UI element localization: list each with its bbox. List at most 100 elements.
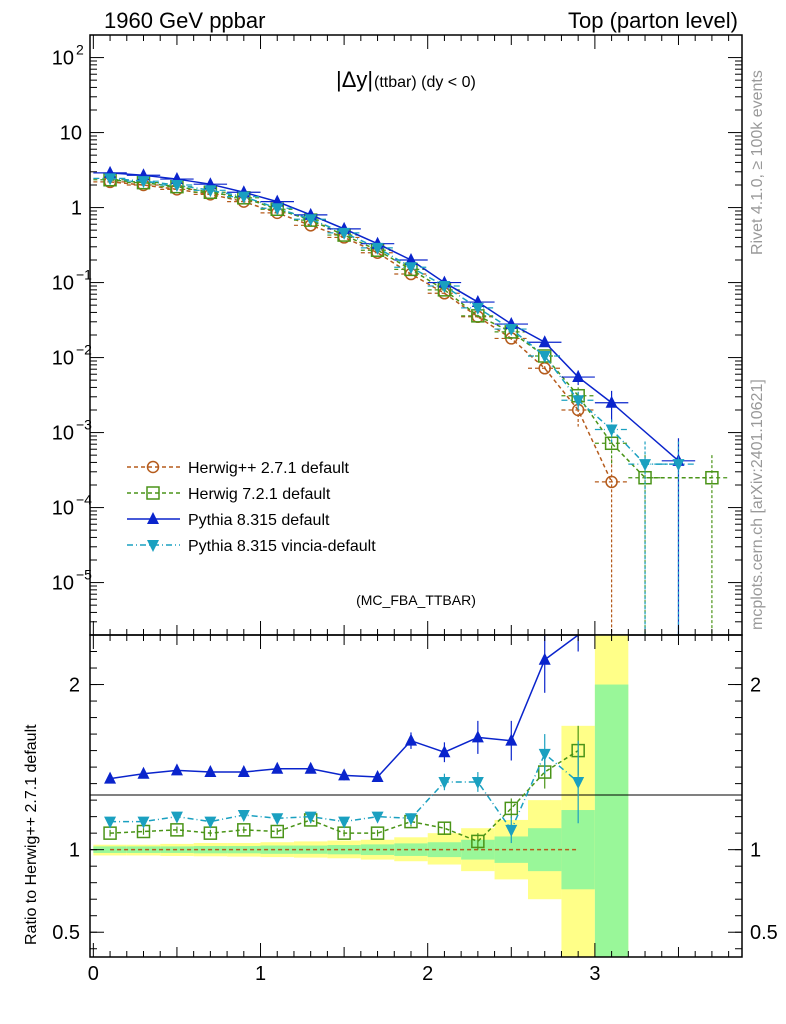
ratio-point <box>404 733 417 746</box>
ratio-point <box>137 766 150 779</box>
series-line <box>109 178 712 479</box>
plot-title-sub: (ttbar) (dy < 0) <box>374 74 476 91</box>
data-point <box>404 262 417 275</box>
ratio-point <box>370 826 385 840</box>
ratio-point <box>271 761 284 774</box>
ratio-point <box>505 733 518 746</box>
y-tick-label: 10 <box>60 123 82 145</box>
lower-axis-ticks: 2 2 1 1 0.5 0.5 <box>52 651 778 950</box>
y-tick-label: 10 <box>52 423 74 445</box>
legend: Herwig++ 2.7.1 default Herwig 7.2.1 defau… <box>127 460 376 555</box>
series-3 <box>93 173 696 635</box>
ratio-point <box>271 813 284 826</box>
data-point <box>705 470 719 485</box>
series-2 <box>93 165 696 635</box>
band-green <box>126 846 161 853</box>
y-tick-exponent: −4 <box>76 492 92 508</box>
ratio-point <box>338 768 351 781</box>
ratio-point <box>438 776 451 789</box>
ratio-tick-label-right: 2 <box>750 675 761 697</box>
legend-marker <box>146 486 160 500</box>
x-axis-ticks: 0 1 2 3 <box>88 35 730 985</box>
band-green <box>594 684 629 957</box>
ratio-point <box>538 652 551 665</box>
legend-label: Pythia 8.315 default <box>188 512 330 529</box>
data-point <box>404 253 417 265</box>
ratio-point <box>404 813 417 826</box>
ratio-point <box>204 765 217 778</box>
data-point <box>538 335 551 348</box>
lower-series <box>103 634 585 851</box>
ratio-point <box>538 748 551 761</box>
data-point <box>271 203 284 216</box>
ratio-tick-label-right: 0.5 <box>750 922 778 944</box>
band-green <box>293 845 328 854</box>
ratio-tick-label-left: 0.5 <box>52 922 80 944</box>
y-tick-label: 10 <box>52 498 74 520</box>
ratio-point <box>504 801 519 816</box>
plot-title-main: |Δy| <box>336 67 373 92</box>
legend-label: Herwig 7.2.1 default <box>188 486 331 503</box>
y-tick-exponent: −2 <box>76 342 92 358</box>
ratio-point <box>371 811 384 824</box>
lower-frame <box>89 634 743 958</box>
data-point <box>304 214 317 227</box>
watermark: (MC_FBA_TTBAR) <box>356 592 476 608</box>
series-0 <box>93 175 629 635</box>
ratio-point <box>170 763 183 776</box>
data-point <box>639 459 652 472</box>
ratio-series-3 <box>104 734 585 844</box>
x-tick-label: 3 <box>589 963 600 985</box>
ratio-line <box>109 634 579 780</box>
ratio-point <box>572 776 585 789</box>
side-text-bottom: mcplots.cern.ch [arXiv:2401.10621] <box>749 379 766 630</box>
data-point <box>572 370 585 383</box>
x-tick-label: 1 <box>255 963 266 985</box>
data-point <box>605 395 618 408</box>
ratio-point <box>170 823 184 837</box>
side-text-top: Rivet 4.1.0, ≥ 100k events <box>749 70 766 255</box>
ratio-tick-label-right: 1 <box>750 840 761 862</box>
data-point <box>104 173 117 186</box>
series-1 <box>93 172 729 635</box>
data-point <box>505 324 518 337</box>
data-point <box>605 475 618 489</box>
ratio-point <box>471 834 485 849</box>
ratio-point <box>304 761 317 774</box>
data-point <box>170 180 183 192</box>
ratio-point <box>438 745 451 758</box>
ratio-ylabel: Ratio to Herwig++ 2.7.1 default <box>23 724 40 945</box>
ratio-series-2 <box>104 634 579 784</box>
band-green <box>427 842 462 858</box>
legend-label: Pythia 8.315 vincia-default <box>188 538 376 555</box>
lower-panel: 2 2 1 1 0.5 0.5 Ratio to Herwig++ 2.7.1 defau… <box>23 634 778 958</box>
ratio-point <box>237 809 250 822</box>
data-point <box>572 395 585 408</box>
legend-marker <box>147 512 159 524</box>
data-point <box>237 191 250 204</box>
y-tick-exponent: −3 <box>76 417 92 433</box>
ratio-point <box>170 811 183 824</box>
data-point <box>438 281 451 294</box>
header-right: Top (parton level) <box>568 8 738 33</box>
y-tick-exponent: −5 <box>76 567 92 583</box>
data-point <box>672 459 685 472</box>
ratio-point <box>371 770 384 783</box>
band-green <box>394 843 428 856</box>
data-point <box>137 176 150 189</box>
data-point <box>371 242 384 255</box>
ratio-point <box>471 730 484 743</box>
ratio-tick-label-left: 1 <box>69 840 80 862</box>
ratio-point <box>304 811 317 824</box>
ratio-bands <box>93 635 629 957</box>
series-line <box>109 181 613 483</box>
ratio-point <box>505 824 518 837</box>
ratio-point <box>237 823 251 837</box>
y-tick-label: 10 <box>52 48 74 70</box>
ratio-point <box>137 816 150 829</box>
ratio-point <box>104 816 117 829</box>
series-line <box>109 177 679 465</box>
